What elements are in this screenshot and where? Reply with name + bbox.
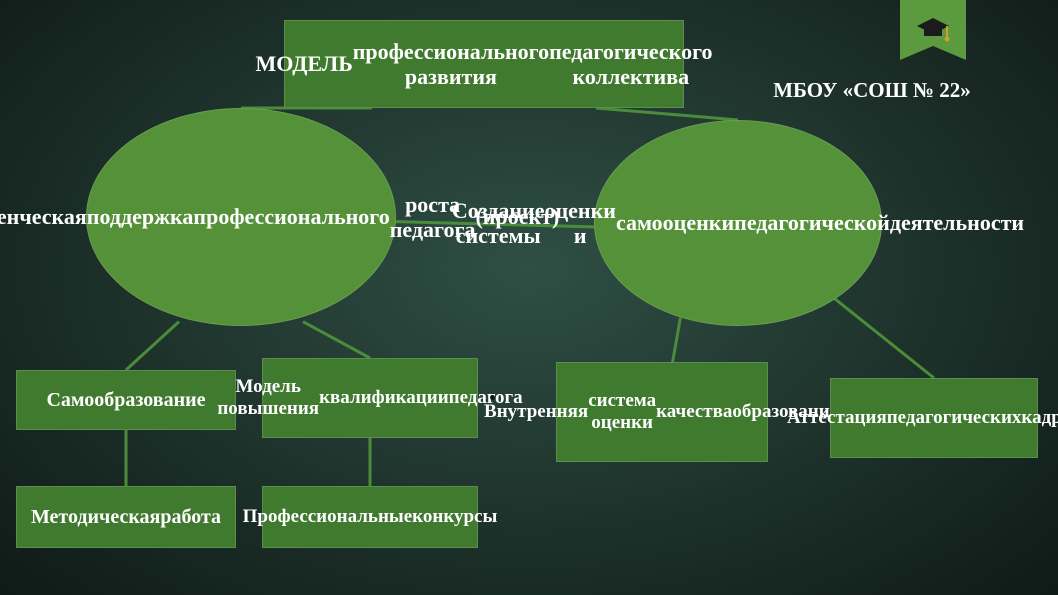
node-box_qual: Модель повышенияквалификациипедагога (262, 358, 478, 438)
node-root-line: МОДЕЛЬ (256, 51, 353, 76)
node-right_ellipse-line: оценки и (544, 198, 615, 249)
node-box_selfedu: Самообразование (16, 370, 236, 430)
node-box_method-line: работа (160, 506, 221, 529)
node-root-line: профессионального развития (353, 39, 549, 90)
node-right_ellipse-line: деятельности (890, 210, 1024, 235)
node-box_attest-line: педагогических (887, 407, 1022, 429)
node-box_contest-line: Профессиональные (243, 506, 413, 528)
node-root: МОДЕЛЬпрофессионального развитияпедагоги… (284, 20, 684, 108)
node-left_ellipse-line: профессионального (193, 204, 389, 229)
edge-left_ellipse-box_qual (303, 322, 370, 358)
node-box_quality-line: Внутренняя (484, 401, 588, 423)
node-box_attest-line: кадров (1021, 407, 1058, 429)
node-left_ellipse-line: поддержка (87, 204, 194, 229)
node-box_qual-line: Модель повышения (217, 376, 319, 420)
node-right_ellipse-line: педагогической (734, 210, 890, 235)
corner-ribbon (900, 0, 966, 78)
node-box_quality: Внутренняясистема оценкикачестваобразова… (556, 362, 768, 462)
node-box_method-line: Методическая (31, 506, 160, 529)
diagram-stage: МОДЕЛЬпрофессионального развитияпедагоги… (0, 0, 1058, 595)
bullet-dot (490, 395, 495, 400)
node-box_attest-line: Аттестация (787, 407, 887, 429)
edge-right_ellipse-box_attest (830, 295, 934, 378)
edge-right_ellipse-box_quality (673, 318, 681, 362)
node-left_ellipse: Управленческаяподдержкапрофессионального… (86, 108, 396, 326)
node-box_contest: Профессиональныеконкурсы (262, 486, 478, 548)
node-box_contest-line: конкурсы (412, 506, 497, 528)
edge-left_ellipse-box_selfedu (126, 322, 179, 370)
node-box_quality-line: система оценки (588, 390, 656, 434)
edge-root-right_ellipse (596, 108, 738, 120)
node-box_qual-line: квалификации (319, 387, 449, 409)
node-left_ellipse-line: Управленческая (0, 204, 87, 229)
node-box_method: Методическаяработа (16, 486, 236, 548)
school-name-label: МБОУ «СОШ № 22» (773, 78, 971, 103)
node-right_ellipse-line: самооценки (616, 210, 734, 235)
node-box_attest: Аттестацияпедагогическихкадров (830, 378, 1038, 458)
node-right_ellipse-line: Создание системы (452, 198, 545, 249)
node-box_quality-line: качества (656, 401, 732, 423)
node-box_selfedu-line: Самообразование (46, 389, 205, 412)
node-right_ellipse: Создание системыоценки исамооценкипедаго… (594, 120, 882, 326)
node-root-line: педагогического коллектива (549, 39, 712, 90)
